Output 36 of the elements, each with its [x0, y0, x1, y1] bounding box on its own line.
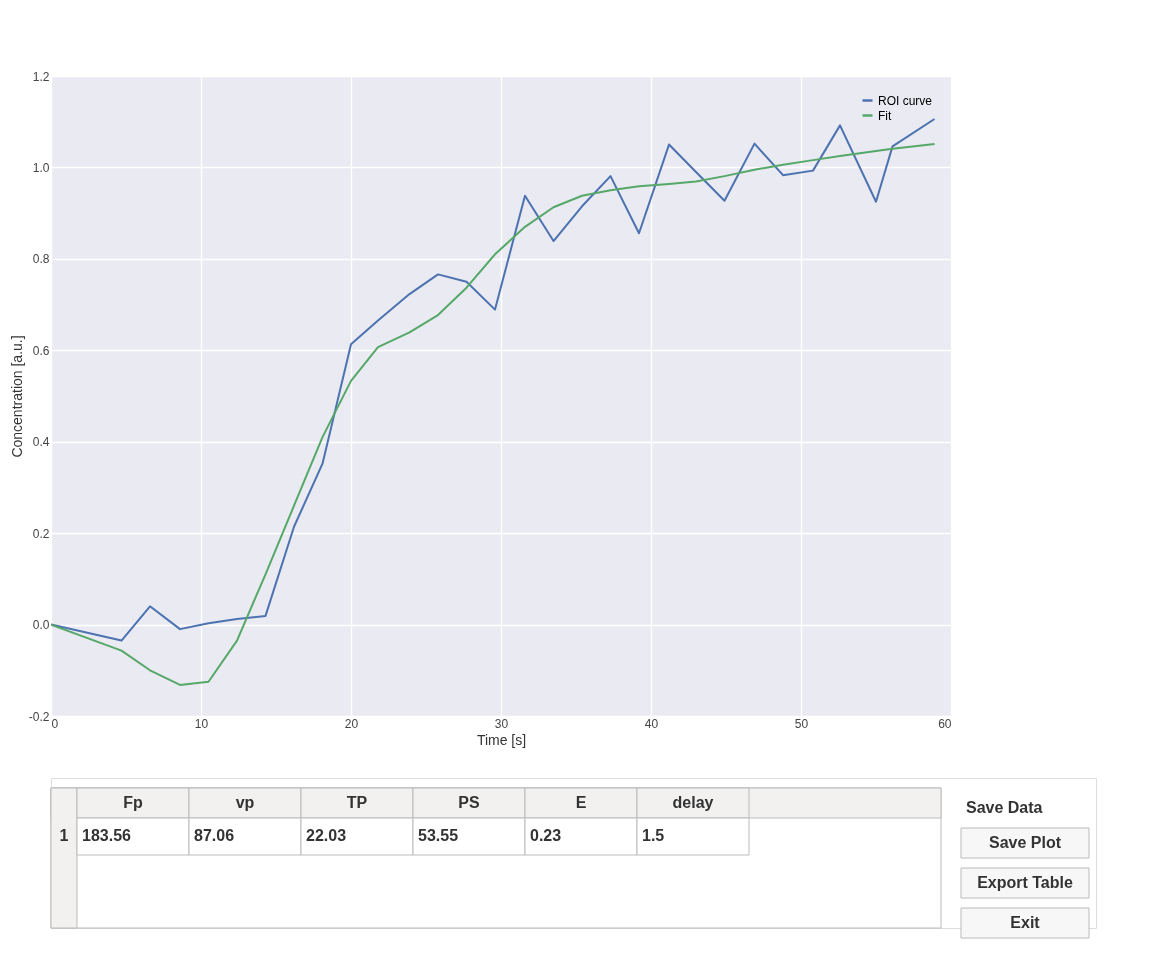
- y-tick-label: -0.2: [28, 709, 50, 724]
- category-label: Fp: [123, 794, 143, 811]
- text: Export Table: [977, 874, 1073, 891]
- y-tick-label: 0.8: [32, 252, 50, 267]
- category-label: E: [575, 794, 587, 811]
- x-tick-label: 50: [794, 716, 809, 731]
- y-axis-title: Concentration [a.u.]: [8, 335, 25, 458]
- text: 87.06: [194, 827, 235, 844]
- legend-label: Fit: [878, 108, 892, 123]
- text: Exit: [1010, 914, 1041, 931]
- y-tick-label: 0.4: [32, 435, 50, 450]
- y-tick-label: 0.2: [32, 526, 50, 541]
- text: Save Plot: [988, 834, 1062, 851]
- category-label: vp: [235, 794, 255, 811]
- y-tick-label: 1.0: [32, 160, 50, 175]
- legend-label: ROI curve: [878, 93, 933, 108]
- text: 53.55: [418, 827, 459, 844]
- text: 0.23: [530, 827, 562, 844]
- text: 1.5: [642, 827, 665, 844]
- text: Save Data: [966, 799, 1043, 816]
- text: 183.56: [82, 827, 132, 844]
- text: 22.03: [306, 827, 347, 844]
- category-label: TP: [346, 794, 368, 811]
- text: 1: [59, 827, 69, 844]
- x-tick-label: 10: [194, 716, 209, 731]
- x-tick-label: 40: [644, 716, 659, 731]
- y-tick-label: 1.2: [32, 69, 50, 84]
- category-label: delay: [672, 794, 714, 811]
- x-tick-label: 30: [494, 716, 509, 731]
- x-tick-label: 0: [51, 716, 59, 731]
- y-tick-label: 0.6: [32, 343, 50, 358]
- x-tick-label: 60: [938, 716, 952, 731]
- x-tick-label: 20: [344, 716, 359, 731]
- category-label: PS: [458, 794, 480, 811]
- y-tick-label: 0.0: [32, 618, 50, 633]
- x-axis-title: Time [s]: [476, 731, 527, 748]
